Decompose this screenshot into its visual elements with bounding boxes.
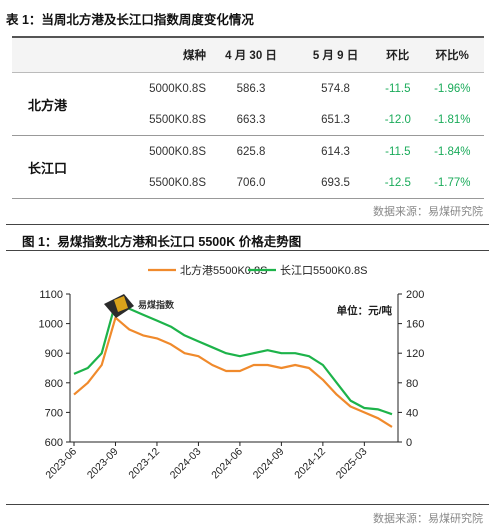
unit-label: 单位：元/吨 — [337, 304, 393, 317]
y-left-tick-label: 700 — [45, 407, 63, 419]
x-tick-label: 2023-12 — [126, 446, 162, 482]
header-apr30: 4 月 30 日 — [206, 36, 297, 73]
y-right-tick-label: 0 — [406, 437, 412, 449]
price-apr30: 663.3 — [206, 104, 297, 136]
header-may9: 5 月 9 日 — [296, 36, 375, 73]
y-right-tick-label: 200 — [406, 289, 424, 301]
chart-caption: 图 1：易煤指数北方港和长江口 5500K 价格走势图 — [22, 235, 302, 249]
x-tick-label: 2024-03 — [168, 446, 204, 482]
y-left-tick-label: 800 — [45, 378, 63, 390]
change-value: -11.5 — [385, 82, 411, 95]
change-value: -12.5 — [375, 167, 421, 199]
price-apr30: 625.8 — [236, 145, 266, 158]
x-tick-label: 2023-09 — [85, 446, 121, 482]
divider — [6, 504, 489, 505]
change-percent: -1.84% — [434, 145, 471, 158]
y-left-tick-label: 1100 — [39, 289, 63, 301]
yimei-logo-icon: 易煤指数 — [104, 294, 175, 318]
header-kind: 煤种 — [106, 36, 206, 73]
coal-kind: 5500K0.8S — [106, 167, 206, 199]
port-label: 北方港 — [12, 72, 106, 136]
header-pct: 环比% — [420, 36, 484, 73]
series-line-yangtze — [73, 301, 393, 416]
change-percent: -1.81% — [420, 104, 484, 136]
table-caption: 表 1：当周北方港及长江口指数周度变化情况 — [6, 13, 254, 27]
price-trend-chart: 600 700 800 900 1000 1100 0 40 80 120 160 200 2023-0… — [39, 263, 425, 482]
change-percent: -1.77% — [420, 167, 484, 199]
table-row: 长江口 5000K0.8S 625.8 614.3 -11.5 -1.84% — [12, 135, 484, 199]
svg-text:易煤指数: 易煤指数 — [138, 299, 175, 310]
coal-kind: 5000K0.8S — [149, 82, 206, 95]
price-apr30: 586.3 — [236, 82, 266, 95]
legend-label: 北方港5500K0.8S — [180, 263, 267, 277]
table-header-row: 煤种 4 月 30 日 5 月 9 日 环比 环比% — [12, 36, 484, 73]
table-row: 5500K0.8S 706.0 693.5 -12.5 -1.77% — [12, 167, 484, 199]
price-may9: 574.8 — [321, 82, 350, 95]
change-value: -11.5 — [385, 145, 411, 158]
change-value: -12.0 — [375, 104, 421, 136]
x-tick-label: 2025-03 — [334, 446, 370, 482]
table-source: 数据来源：易煤研究院 — [373, 206, 483, 218]
price-may9: 651.3 — [296, 104, 375, 136]
divider — [6, 224, 489, 225]
coal-kind: 5000K0.8S — [149, 145, 206, 158]
price-may9: 693.5 — [296, 167, 375, 199]
x-tick-label: 2024-06 — [209, 446, 245, 482]
chart-source: 数据来源：易煤研究院 — [373, 513, 483, 525]
header-chg: 环比 — [375, 36, 421, 73]
x-tick-label: 2024-09 — [251, 446, 287, 482]
port-label: 长江口 — [12, 135, 106, 199]
y-right-tick-label: 40 — [406, 407, 418, 419]
table-row: 北方港 5000K0.8S 586.3 574.8 -11.5 -1.96% — [12, 72, 484, 136]
x-tick-label: 2023-06 — [43, 446, 79, 482]
coal-kind: 5500K0.8S — [106, 104, 206, 136]
divider — [6, 250, 489, 251]
header-port — [12, 36, 106, 73]
legend-label: 长江口5500K0.8S — [280, 264, 367, 277]
table-row: 5500K0.8S 663.3 651.3 -12.0 -1.81% — [12, 104, 484, 136]
price-table: 煤种 4 月 30 日 5 月 9 日 环比 环比% 北方港 5000K0.8S… — [12, 36, 484, 199]
y-right-tick-label: 120 — [406, 348, 424, 360]
price-apr30: 706.0 — [206, 167, 297, 199]
y-right-tick-label: 80 — [406, 378, 418, 390]
series-line-north-port — [73, 316, 393, 428]
y-left-tick-label: 1000 — [39, 319, 63, 331]
y-left-tick-label: 900 — [45, 348, 63, 360]
y-right-tick-label: 160 — [406, 319, 424, 331]
x-tick-label: 2024-12 — [292, 446, 328, 482]
price-may9: 614.3 — [321, 145, 350, 158]
y-left-tick-label: 600 — [45, 437, 63, 449]
change-percent: -1.96% — [434, 82, 471, 95]
